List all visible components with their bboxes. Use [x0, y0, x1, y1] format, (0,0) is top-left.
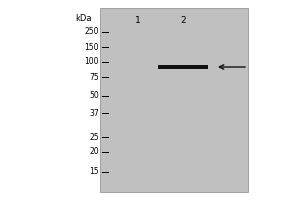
Text: 250: 250: [85, 27, 99, 36]
Bar: [158, 65, 208, 69]
Text: 20: 20: [89, 148, 99, 156]
Text: 100: 100: [85, 58, 99, 66]
Text: 1: 1: [135, 16, 141, 25]
Text: 37: 37: [89, 108, 99, 117]
Text: 2: 2: [180, 16, 186, 25]
Text: 150: 150: [85, 43, 99, 51]
Text: 75: 75: [89, 72, 99, 82]
Text: 15: 15: [89, 168, 99, 176]
Bar: [100, 8, 248, 192]
Text: kDa: kDa: [76, 14, 92, 23]
Text: 50: 50: [89, 92, 99, 100]
Text: 25: 25: [89, 132, 99, 142]
